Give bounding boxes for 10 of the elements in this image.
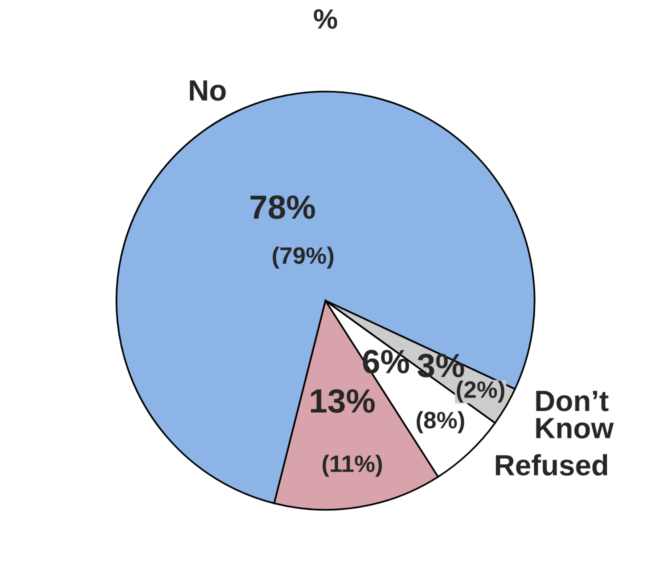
chart-title: % — [314, 9, 338, 29]
slice-label: No — [190, 80, 226, 101]
data-label: 78% — [250, 195, 315, 219]
legend-label: Don’t Know — [536, 390, 614, 438]
text: (2%) — [456, 380, 504, 403]
text: (79%) — [272, 246, 334, 269]
text: (8%) — [416, 411, 464, 434]
slice-label: Refused — [496, 454, 608, 476]
data-label: 13% — [310, 389, 375, 413]
text: (11%) — [322, 454, 382, 477]
